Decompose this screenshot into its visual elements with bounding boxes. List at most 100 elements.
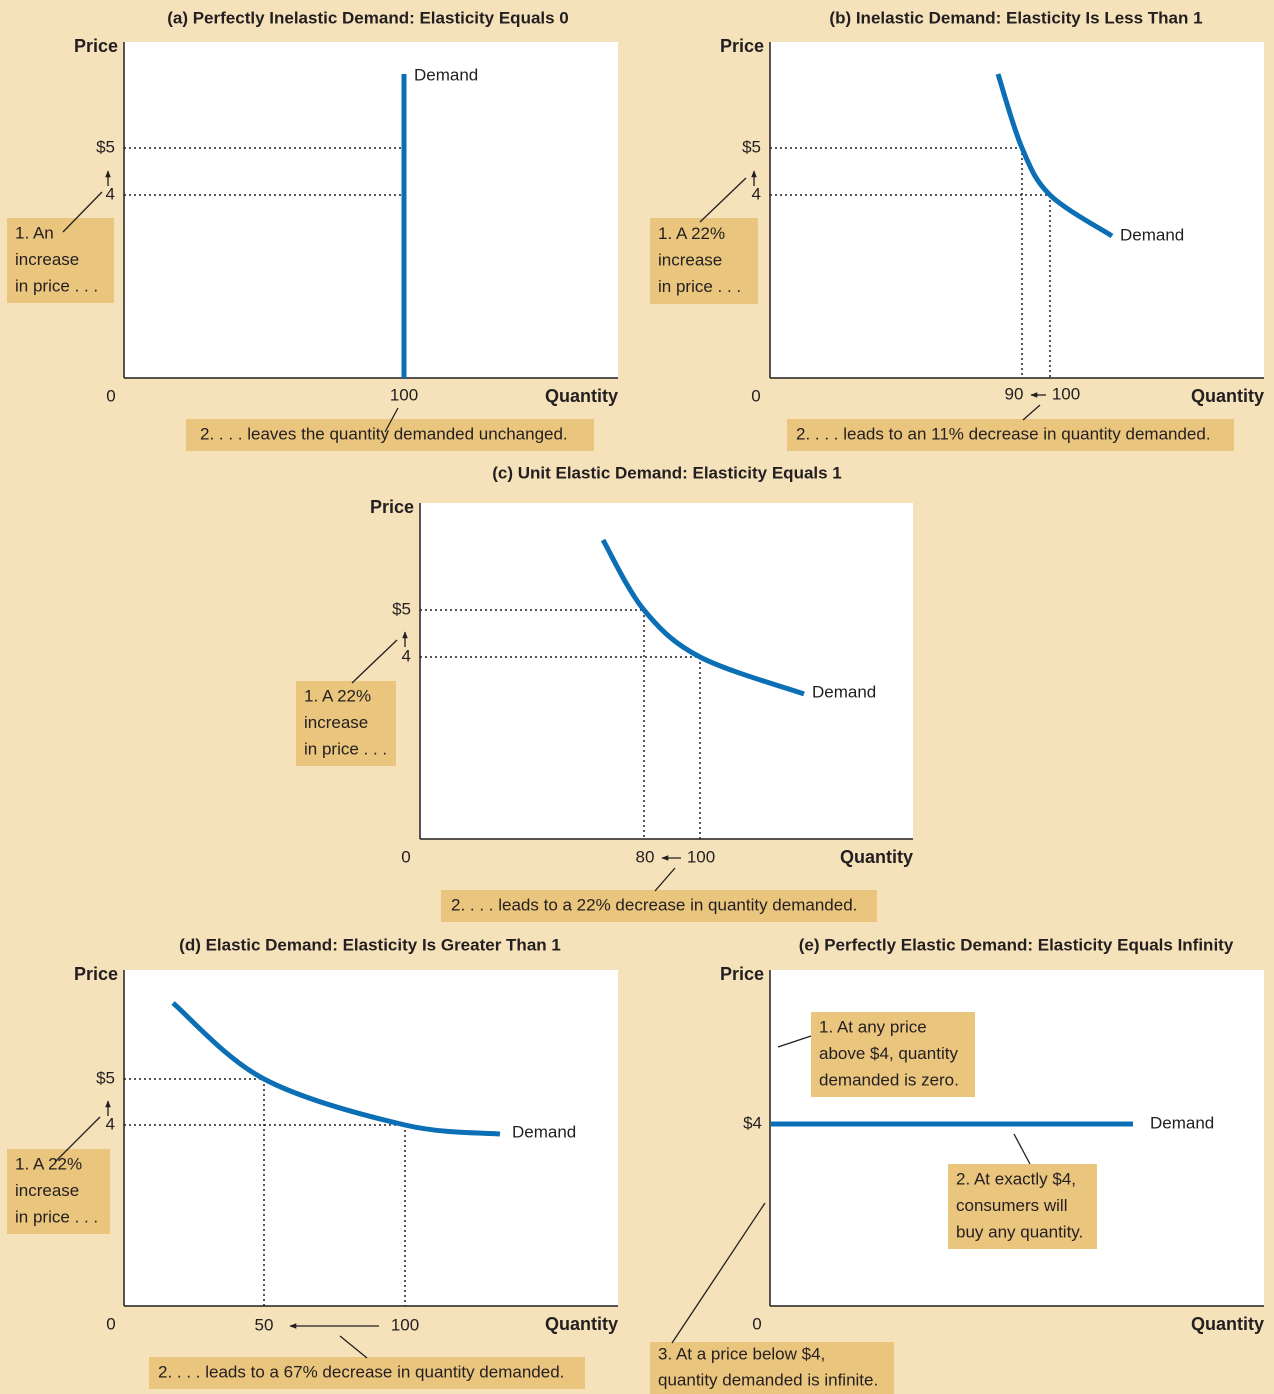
above-price-note-line: demanded is zero.	[819, 1070, 959, 1089]
quantity-change-note: 2. . . . leads to an 11% decrease in qua…	[787, 419, 1234, 451]
below-price-note-box	[650, 1342, 894, 1394]
origin-label: 0	[106, 1314, 115, 1333]
price-change-note-line: in price . . .	[304, 739, 387, 758]
above-price-note-line: 1. At any price	[819, 1017, 927, 1036]
demand-curve	[995, 73, 1114, 239]
above-note-leader	[777, 1035, 812, 1048]
demand-curve	[600, 538, 805, 697]
x-tick-100: 100	[391, 1315, 419, 1334]
at-price-note-line: buy any quantity.	[956, 1222, 1083, 1241]
at-price-note-line: 2. At exactly $4,	[956, 1169, 1076, 1188]
price-note-leader	[55, 1116, 101, 1162]
plot-area	[770, 42, 1264, 378]
x-axis-label: Quantity	[545, 1314, 618, 1334]
price-change-note-box	[296, 681, 396, 766]
price-change-note-line: in price . . .	[15, 1207, 98, 1226]
price-change-note-line: 1. A 22%	[15, 1154, 82, 1173]
x-tick-100: 100	[390, 385, 418, 404]
x-tick-90: 90	[1005, 384, 1024, 403]
demand-label: Demand	[812, 682, 876, 701]
price-change-note-line: increase	[15, 250, 79, 269]
quantity-change-note-line: 2. . . . leaves the quantity demanded un…	[200, 424, 568, 443]
panel-e: (e) Perfectly Elastic Demand: Elasticity…	[650, 935, 1264, 1394]
y-tick-low: 4	[106, 184, 115, 203]
y-tick-low: 4	[752, 184, 761, 203]
x-tick-80: 80	[636, 847, 655, 866]
chart-title: (c) Unit Elastic Demand: Elasticity Equa…	[492, 463, 842, 482]
origin-label: 0	[106, 386, 115, 405]
y-tick-price: $4	[743, 1113, 762, 1132]
price-change-note-line: 1. A 22%	[658, 224, 725, 243]
panel-a: (a) Perfectly Inelastic Demand: Elastici…	[7, 8, 618, 451]
panel-c: (c) Unit Elastic Demand: Elasticity Equa…	[296, 463, 913, 922]
price-change-note: 1. A 22% increase in price . . .	[296, 681, 396, 766]
below-price-note: 3. At a price below $4, quantity demanded…	[650, 1342, 894, 1394]
quantity-change-note: 2. . . . leads to a 22% decrease in quan…	[441, 890, 877, 922]
demand-label: Demand	[512, 1122, 576, 1141]
y-axis-label: Price	[74, 964, 118, 984]
price-change-note-line: increase	[15, 1181, 79, 1200]
x-tick-50: 50	[255, 1315, 274, 1334]
demand-label: Demand	[1120, 225, 1184, 244]
below-note-leader	[671, 1202, 766, 1344]
above-price-note-box	[811, 1012, 975, 1097]
y-tick-high: $5	[742, 137, 761, 156]
quantity-change-note-line: 2. . . . leads to a 67% decrease in quan…	[158, 1362, 564, 1381]
price-change-note: 1. An increase in price . . .	[7, 218, 114, 303]
quantity-note-leader	[339, 1335, 368, 1359]
chart-title: (e) Perfectly Elastic Demand: Elasticity…	[799, 935, 1234, 954]
quantity-change-note-line: 2. . . . leads to an 11% decrease in qua…	[796, 424, 1211, 443]
below-price-note-line: 3. At a price below $4,	[658, 1344, 825, 1363]
price-change-note-box	[650, 218, 758, 304]
plot-area	[420, 503, 913, 839]
quantity-change-note: 2. . . . leaves the quantity demanded un…	[186, 419, 594, 451]
price-change-note: 1. A 22% increase in price . . .	[650, 218, 758, 304]
demand-curve	[171, 1001, 501, 1137]
price-change-note-line: 1. An	[15, 223, 54, 242]
price-note-leader	[62, 191, 103, 233]
y-tick-high: $5	[96, 137, 115, 156]
above-price-note: 1. At any price above $4, quantity demande…	[811, 1012, 975, 1097]
quantity-change-note-box	[149, 1357, 585, 1389]
y-tick-high: $5	[392, 599, 411, 618]
price-change-note-line: increase	[658, 250, 722, 269]
quantity-change-note-box	[441, 890, 877, 922]
y-tick-high: $5	[96, 1068, 115, 1087]
quantity-change-note-box	[787, 419, 1234, 451]
below-price-note-line: quantity demanded is infinite.	[658, 1370, 878, 1389]
demand-label: Demand	[1150, 1113, 1214, 1132]
y-tick-low: 4	[106, 1114, 115, 1133]
x-tick-100: 100	[687, 847, 715, 866]
plot-area	[124, 970, 618, 1306]
chart-title: (d) Elastic Demand: Elasticity Is Greate…	[179, 935, 561, 954]
panel-d: (d) Elastic Demand: Elasticity Is Greate…	[7, 935, 618, 1389]
x-axis-label: Quantity	[840, 847, 913, 867]
panel-b: (b) Inelastic Demand: Elasticity Is Less…	[650, 8, 1264, 451]
origin-label: 0	[401, 847, 410, 866]
quantity-change-note: 2. . . . leads to a 67% decrease in quan…	[149, 1357, 585, 1389]
quantity-note-leader	[384, 407, 399, 433]
price-note-leader	[351, 639, 398, 684]
price-change-note-line: increase	[304, 713, 368, 732]
origin-label: 0	[752, 1314, 761, 1333]
y-tick-low: 4	[402, 646, 411, 665]
price-change-note-line: in price . . .	[15, 276, 98, 295]
plot-area	[124, 42, 618, 378]
price-change-note-line: in price . . .	[658, 277, 741, 296]
x-axis-label: Quantity	[545, 386, 618, 406]
at-price-note: 2. At exactly $4, consumers will buy any q…	[948, 1164, 1097, 1249]
at-price-note-line: consumers will	[956, 1196, 1067, 1215]
chart-title: (a) Perfectly Inelastic Demand: Elastici…	[167, 8, 569, 27]
quantity-note-leader	[1022, 404, 1041, 421]
y-axis-label: Price	[370, 497, 414, 517]
origin-label: 0	[751, 386, 760, 405]
quantity-change-note-line: 2. . . . leads to a 22% decrease in quan…	[451, 895, 857, 914]
demand-label: Demand	[414, 65, 478, 84]
price-change-note-box	[7, 1149, 110, 1234]
chart-title: (b) Inelastic Demand: Elasticity Is Less…	[829, 8, 1202, 27]
at-price-note-box	[948, 1164, 1097, 1249]
y-axis-label: Price	[74, 36, 118, 56]
price-note-leader	[699, 177, 747, 223]
x-tick-100: 100	[1052, 384, 1080, 403]
